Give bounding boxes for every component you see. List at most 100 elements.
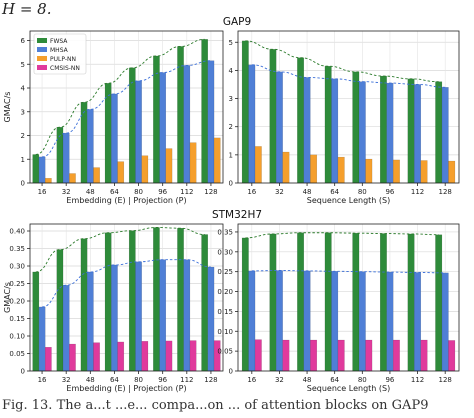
y-tick-label: 2 (229, 123, 233, 131)
y-tick-label: 0.10 (9, 333, 25, 341)
bar-fwsa (352, 71, 360, 184)
bar-cmsis-nn (365, 339, 373, 372)
bar-mhsa (441, 272, 449, 372)
x-tick-label: 48 (303, 376, 312, 384)
y-tick-label: 0.25 (9, 280, 25, 288)
bar-pulp-nn (254, 146, 262, 184)
x-tick-label: 64 (330, 188, 339, 196)
x-axis-label: Embedding (E) | Projection (P) (66, 196, 186, 205)
bar-mhsa (248, 270, 256, 372)
bar-mhsa (386, 82, 394, 184)
bar-mhsa (441, 87, 449, 184)
bar-fwsa (241, 40, 249, 184)
bar-pulp-nn (282, 151, 290, 184)
x-tick-label: 48 (303, 188, 312, 196)
bar-cmsis-nn (165, 340, 173, 372)
y-tick-label: 0 (21, 368, 25, 376)
x-tick-label: 16 (247, 188, 256, 196)
x-axis-label: Embedding (E) | Projection (P) (66, 384, 186, 393)
x-tick-label: 32 (275, 376, 284, 384)
bar-mhsa (135, 80, 142, 184)
bar-fwsa (324, 65, 332, 184)
bar-pulp-nn (420, 160, 428, 184)
bar-fwsa (407, 78, 415, 184)
bar-cmsis-nn (93, 342, 100, 372)
y-axis-label: GMAC/s (3, 92, 12, 123)
x-tick-label: 32 (62, 188, 71, 196)
chart-panel-4: 0 0.05 0.10 0.15 0.20 0.25 0.30 0.35 16 32 48 64 80 9… (217, 223, 460, 393)
bar-mhsa (331, 271, 339, 372)
legend-swatch (37, 56, 47, 61)
axes-frame (29, 223, 224, 372)
axes-frame (29, 30, 224, 184)
bar-mhsa (38, 306, 46, 372)
y-tick-label: 0.35 (9, 245, 25, 253)
bar-pulp-nn (189, 142, 197, 184)
legend-label: PULP-NN (50, 56, 76, 63)
bar-fwsa (379, 75, 387, 184)
x-tick-label: 64 (110, 188, 119, 196)
legend-swatch (37, 47, 47, 52)
x-tick-label: 16 (38, 188, 47, 196)
x-tick-label: 96 (385, 188, 394, 196)
x-tick-label: 48 (86, 188, 95, 196)
bar-fwsa (80, 238, 88, 372)
trend-line-mhsa (41, 259, 211, 308)
chart-title: GAP9 (223, 16, 251, 28)
chart-panel-2: 0 1 2 3 4 5 16 32 48 64 80 96 112 128 Sequence Length … (229, 30, 460, 205)
y-tick-label: 0.15 (217, 308, 233, 316)
bar-fwsa (379, 233, 387, 372)
bar-fwsa (32, 271, 40, 372)
bar-pulp-nn (392, 159, 400, 184)
bar-mhsa (414, 272, 422, 372)
x-tick-label: 32 (62, 376, 71, 384)
bar-pulp-nn (69, 173, 76, 184)
y-axis-label: GMAC/s (3, 282, 12, 313)
x-tick-label: 16 (38, 376, 47, 384)
chart-title: STM32H7 (212, 209, 262, 221)
y-tick-label: 2 (21, 132, 25, 140)
bar-cmsis-nn (141, 341, 149, 372)
bar-mhsa (111, 264, 118, 372)
bar-mhsa (358, 271, 366, 372)
bar-cmsis-nn (254, 339, 262, 372)
legend-label: FWSA (50, 38, 68, 45)
bar-mhsa (248, 64, 256, 184)
y-tick-label: 5 (21, 61, 25, 69)
x-tick-label: 112 (180, 376, 193, 384)
y-tick-label: 0.30 (9, 263, 25, 271)
bar-cmsis-nn (420, 339, 428, 372)
x-tick-label: 64 (330, 376, 339, 384)
bar-fwsa (104, 83, 112, 184)
x-tick-label: 48 (86, 376, 95, 384)
y-tick-label: 0.05 (217, 348, 233, 356)
bar-mhsa (38, 156, 46, 184)
bar-cmsis-nn (213, 340, 221, 372)
bar-pulp-nn (165, 148, 173, 184)
y-tick-label: 0.30 (217, 248, 233, 256)
trend-line-mhsa (251, 64, 446, 88)
bar-mhsa (207, 266, 215, 372)
y-tick-label: 0.20 (9, 298, 25, 306)
bar-pulp-nn (93, 167, 100, 184)
bar-mhsa (414, 84, 422, 184)
bar-pulp-nn (337, 156, 345, 184)
bar-fwsa (435, 81, 443, 184)
x-tick-label: 80 (134, 376, 143, 384)
bar-mhsa (183, 259, 191, 372)
bar-pulp-nn (141, 155, 149, 184)
bar-mhsa (303, 270, 311, 372)
y-tick-label: 0.10 (217, 328, 233, 336)
bar-fwsa (104, 232, 112, 372)
y-tick-label: 1 (229, 151, 233, 159)
bar-pulp-nn (213, 137, 221, 184)
trend-line-fwsa (35, 38, 205, 155)
bar-fwsa (352, 232, 360, 372)
y-tick-label: 0.05 (9, 350, 25, 358)
bar-cmsis-nn (69, 343, 76, 372)
bar-mhsa (303, 77, 311, 184)
bar-fwsa (32, 154, 40, 184)
trend-line-mhsa (41, 60, 211, 158)
bar-mhsa (86, 109, 94, 184)
y-tick-label: 0.20 (217, 288, 233, 296)
